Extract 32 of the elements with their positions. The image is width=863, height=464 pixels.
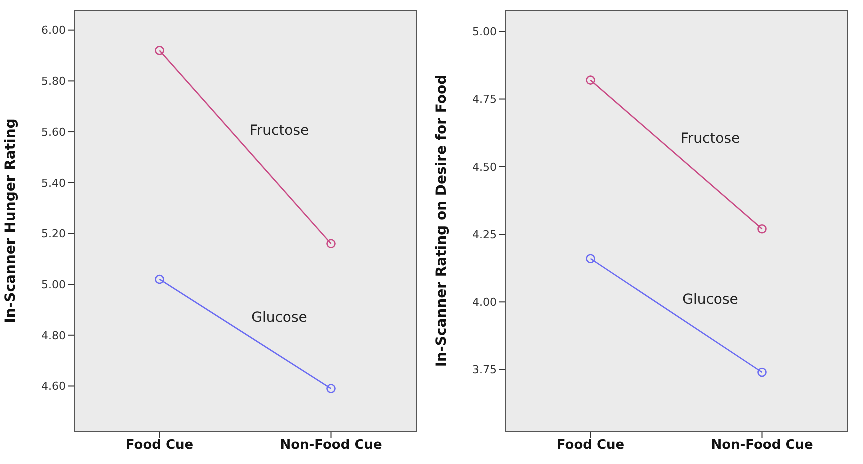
point — [758, 368, 767, 378]
y-tick-label: 3.75 — [472, 364, 497, 377]
y-tick-label: 4.25 — [472, 228, 497, 242]
y-tick-label: 4.80 — [42, 329, 66, 342]
y-tick-label: 4.75 — [472, 93, 497, 106]
x-tick-label: Non-Food Cue — [280, 438, 382, 454]
y-tick-label: 4.60 — [42, 380, 66, 394]
x-tick-label: Food Cue — [556, 438, 625, 454]
y-axis-title: In-Scanner Rating on Desire for Food — [434, 74, 450, 368]
series-label: Fructose — [680, 130, 740, 147]
y-tick-label: 4.50 — [472, 160, 497, 174]
y-tick-label: 5.00 — [472, 26, 497, 39]
y-tick-label: 4.00 — [472, 296, 497, 310]
y-tick-label: 6.00 — [42, 24, 66, 38]
x-tick-label: Non-Food Cue — [711, 438, 814, 454]
point — [586, 76, 596, 85]
y-tick-label: 5.60 — [42, 126, 66, 139]
x-tick-label: Food Cue — [126, 438, 194, 454]
series-label: Glucose — [682, 292, 738, 308]
point — [326, 239, 336, 249]
point — [758, 224, 767, 234]
y-tick-label: 5.20 — [42, 228, 66, 241]
y-tick-label: 5.00 — [42, 278, 66, 292]
point — [326, 384, 336, 394]
y-tick-label: 5.40 — [42, 176, 66, 190]
series-label: Fructose — [250, 123, 310, 140]
point — [155, 274, 164, 284]
point — [155, 46, 164, 56]
series-label: Glucose — [252, 310, 308, 326]
y-tick-label: 5.80 — [42, 75, 66, 88]
point — [586, 254, 596, 264]
y-axis-title: In-Scanner Hunger Rating — [2, 118, 19, 324]
